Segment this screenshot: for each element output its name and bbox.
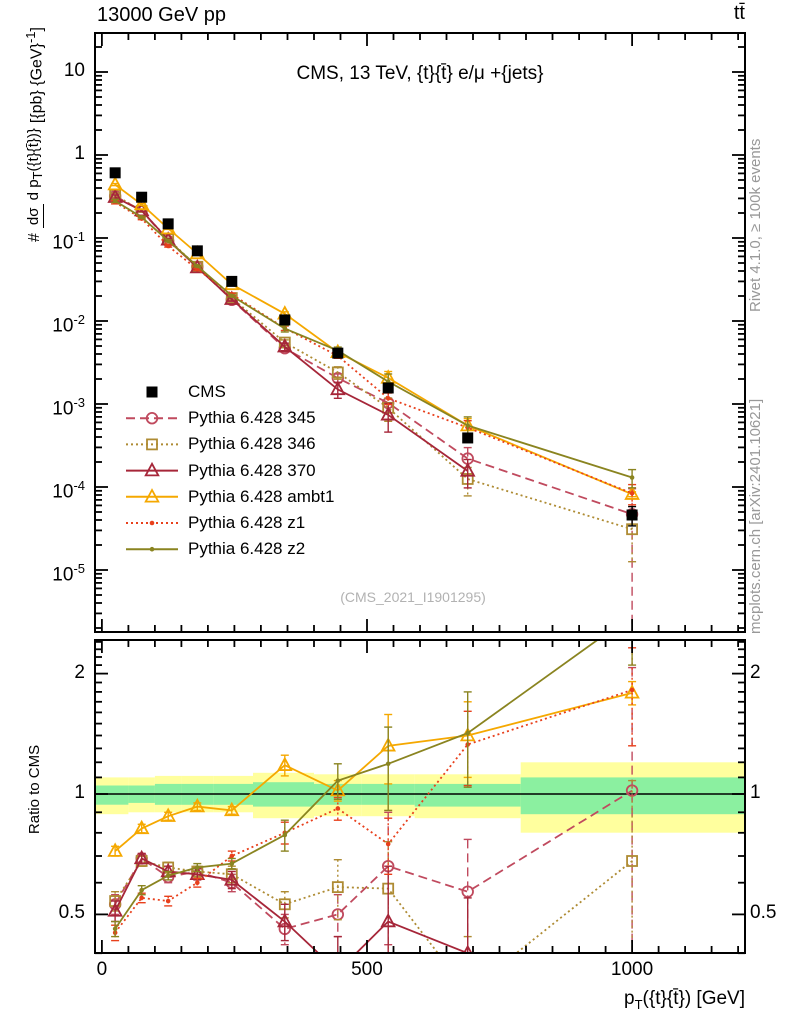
axis-tick-label: 0.5 [58,902,85,924]
axis-tick-label: 1000 [610,959,654,980]
legend-label-pythia-370: Pythia 6.428 370 [188,461,316,480]
axis-tick-label: 2 [74,661,85,683]
axis-tick-label: 500 [351,959,383,980]
axis-tick-label: 10-3 [52,395,85,420]
main-y-axis-title: # dσ d pT({t}{t̄})} [{pb} {GeV}-1] [14,12,56,242]
plot-title: CMS, 13 TeV, {t}{t̄} e/μ +{jets} [296,63,544,84]
legend-label-pythia-346: Pythia 6.428 346 [188,434,316,453]
axis-tick-label: 2 [750,661,761,683]
process-label: tt̄ [733,2,745,24]
beam-energy-label: 13000 GeV pp [97,4,226,26]
axis-tick-label: 1 [74,143,85,164]
legend-label-pythia-z1: Pythia 6.428 z1 [188,513,306,532]
axis-tick-label: 10-2 [52,312,85,337]
axis-tick-label: 0.5 [750,902,777,924]
legend-label-pythia-z2: Pythia 6.428 z2 [188,539,306,558]
legend-label-pythia-ambt1: Pythia 6.428 ambt1 [188,487,335,506]
axis-tick-label: 10-4 [52,478,85,503]
axis-tick-label: 10-1 [52,229,85,254]
analysis-id-watermark: (CMS_2021_I1901295) [340,589,486,605]
x-axis-title: pT({t}{t̄}) [GeV] [624,988,745,1012]
axis-tick-label: 1 [750,782,761,803]
legend-label-pythia-345: Pythia 6.428 345 [188,408,316,427]
mcplots-citation-note: mcplots.cern.ch [arXiv:2401.10621] [747,398,764,634]
axis-tick-label: 10 [63,60,85,81]
legend-label-cms: CMS [188,382,226,401]
axis-tick-label: 1 [74,782,85,803]
axis-tick-label: 0 [96,959,108,980]
axis-tick-label: 10-5 [52,561,85,586]
